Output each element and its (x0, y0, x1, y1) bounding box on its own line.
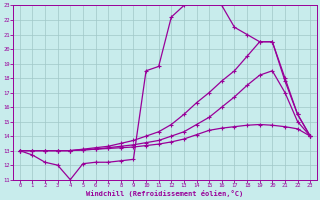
X-axis label: Windchill (Refroidissement éolien,°C): Windchill (Refroidissement éolien,°C) (86, 190, 244, 197)
